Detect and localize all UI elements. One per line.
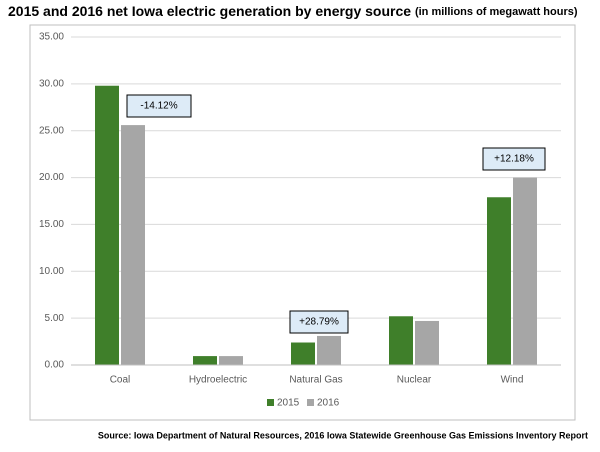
bar [513,177,537,365]
bar [121,125,145,365]
source: Source: Iowa Department of Natural Resou… [98,430,588,440]
bar [487,197,511,365]
legend-label: 2015 [277,398,300,409]
bar [219,356,243,365]
annotation: +28.79% [299,317,339,328]
annotation-box [126,94,192,118]
annotation: -14.12% [140,101,177,112]
bar [291,342,315,365]
bar [317,335,341,365]
y-tick-label: 35.00 [39,32,64,43]
legend-swatch [267,399,274,406]
subtitle: (in millions of megawatt hours) [415,6,578,18]
y-tick-label: 0.00 [45,360,65,371]
bar [193,356,217,365]
annotation-box [289,310,349,334]
x-tick-label: Wind [501,375,524,386]
chart-title: 2015 and 2016 net Iowa electric generati… [8,3,578,19]
bar [415,320,439,365]
x-tick-label: Hydroelectric [189,375,247,386]
annotation-box [482,147,546,171]
x-tick-label: Natural Gas [289,375,342,386]
y-tick-label: 15.00 [39,219,64,230]
annotation: +12.18% [494,154,534,165]
y-tick-label: 30.00 [39,78,64,89]
bar [95,85,119,365]
legend-swatch [307,399,314,406]
legend-label: 2016 [317,398,340,409]
chart-frame [29,24,576,421]
y-tick-label: 25.00 [39,125,64,136]
bar [389,316,413,365]
y-tick-label: 5.00 [45,313,65,324]
y-tick-label: 10.00 [39,266,64,277]
x-tick-label: Nuclear [397,375,432,386]
title-text: 2015 and 2016 net Iowa electric generati… [8,3,411,19]
y-tick-label: 20.00 [39,172,64,183]
x-tick-label: Coal [110,375,131,386]
